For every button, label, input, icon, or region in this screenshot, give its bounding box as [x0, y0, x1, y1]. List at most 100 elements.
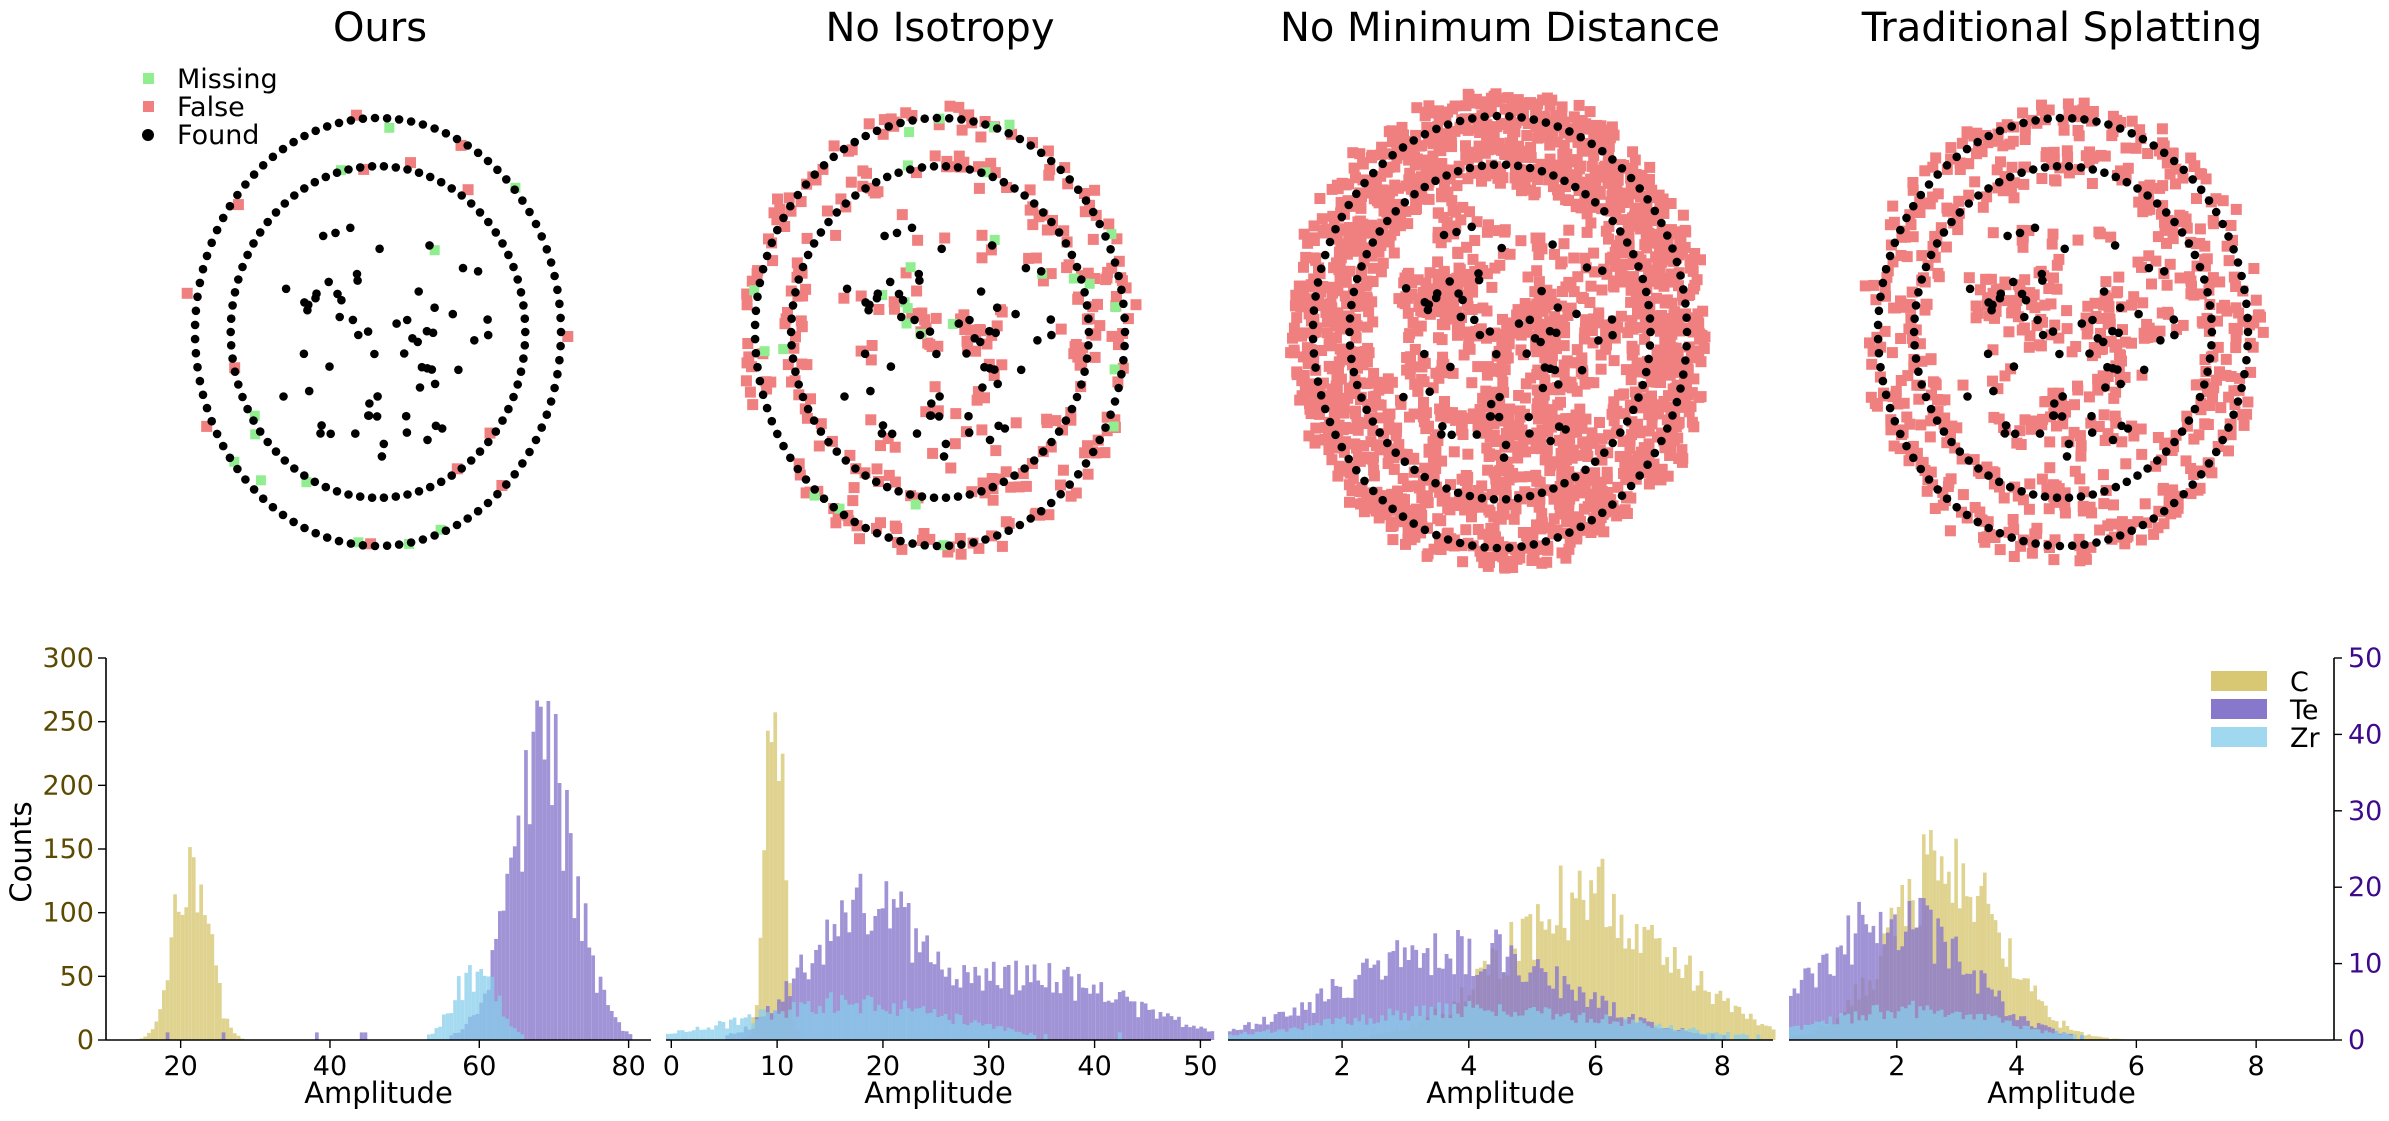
bar-te: [1025, 965, 1029, 1040]
bar-zr: [520, 1034, 524, 1040]
found-marker: [1638, 274, 1648, 284]
false-marker: [1549, 159, 1561, 171]
found-marker: [1349, 367, 1359, 377]
found-marker: [2108, 435, 2118, 445]
false-marker: [1537, 368, 1549, 380]
bar-zr: [962, 1024, 966, 1040]
false-marker: [1567, 444, 1579, 456]
false-marker: [1073, 291, 1084, 303]
bar-zr: [1003, 1030, 1007, 1040]
bar-te: [1177, 1016, 1181, 1040]
false-marker: [2062, 151, 2074, 163]
found-marker: [525, 447, 534, 457]
found-marker: [1974, 191, 1983, 200]
found-marker: [801, 180, 811, 189]
bar-te: [613, 1017, 618, 1040]
false-marker: [2008, 192, 2020, 204]
found-marker: [1554, 380, 1563, 389]
found-marker: [379, 162, 389, 171]
false-marker: [2207, 272, 2219, 284]
found-marker: [1955, 208, 1965, 217]
found-marker: [861, 131, 870, 141]
found-marker: [317, 421, 326, 430]
found-marker: [2159, 148, 2169, 158]
false-marker: [1401, 481, 1413, 493]
found-marker: [2138, 520, 2148, 530]
found-marker: [2207, 327, 2217, 337]
bar-te: [1047, 963, 1052, 1040]
found-marker: [1456, 312, 1466, 322]
false-marker: [1911, 447, 1923, 459]
found-marker: [2233, 258, 2243, 267]
bar-c: [1520, 918, 1525, 1040]
bar-zr: [917, 1008, 922, 1040]
bar-te: [1010, 994, 1015, 1040]
false-marker: [1561, 355, 1573, 367]
false-marker: [1316, 213, 1328, 225]
false-marker: [1623, 259, 1634, 270]
found-marker: [2207, 341, 2216, 350]
found-marker: [392, 319, 401, 328]
false-marker: [1542, 404, 1554, 416]
found-marker: [2143, 191, 2152, 200]
found-marker: [2195, 392, 2205, 402]
false-marker: [1094, 320, 1106, 332]
left-y-tick-label: 150: [42, 834, 94, 865]
false-marker: [1383, 416, 1395, 428]
false-marker: [1343, 178, 1355, 190]
found-marker: [788, 354, 798, 363]
false-marker: [1402, 533, 1414, 545]
bar-c: [1627, 938, 1631, 1040]
false-marker: [1117, 362, 1129, 374]
false-marker: [2233, 307, 2245, 319]
bar-zr: [906, 1008, 911, 1040]
found-marker: [498, 239, 507, 248]
found-marker: [268, 502, 278, 512]
bar-zr: [1017, 1031, 1022, 1040]
false-marker: [1351, 417, 1363, 428]
found-marker: [884, 122, 893, 131]
false-marker: [1662, 470, 1674, 482]
found-marker: [402, 315, 412, 325]
bar-zr: [732, 1017, 737, 1040]
found-marker: [2017, 487, 2026, 496]
found-marker: [1984, 471, 1993, 480]
false-marker: [1434, 533, 1446, 545]
found-marker: [391, 163, 401, 172]
false-marker: [1321, 312, 1333, 324]
found-marker: [2030, 223, 2040, 233]
false-marker: [1554, 508, 1566, 520]
false-marker: [1503, 412, 1515, 424]
bar-zr: [1555, 1013, 1559, 1040]
found-marker: [920, 541, 929, 550]
false-marker: [1535, 119, 1547, 131]
false-marker: [1402, 218, 1414, 230]
false-marker: [1298, 297, 1310, 309]
bar-zr: [888, 1013, 892, 1040]
found-marker: [553, 369, 562, 379]
false-marker: [1561, 443, 1573, 455]
bar-c: [1688, 955, 1692, 1040]
false-marker: [1437, 128, 1449, 140]
bar-zr: [1228, 1034, 1232, 1040]
false-marker: [786, 376, 797, 388]
bar-c: [1672, 947, 1677, 1040]
missing-marker: [301, 477, 312, 488]
false-marker: [2120, 142, 2132, 154]
false-marker: [1606, 121, 1618, 133]
false-marker: [1460, 140, 1471, 152]
false-marker: [996, 540, 1008, 552]
found-marker: [1485, 327, 1495, 336]
found-marker: [1537, 166, 1547, 176]
false-marker: [1497, 434, 1508, 446]
found-marker: [510, 470, 519, 479]
false-marker: [1305, 301, 1317, 313]
found-marker: [1679, 285, 1688, 294]
found-marker: [193, 362, 202, 372]
false-marker: [2001, 295, 2013, 307]
bar-c: [1608, 926, 1612, 1040]
false-marker: [920, 406, 932, 418]
bar-te: [1300, 1002, 1304, 1040]
bar-c: [1722, 1000, 1727, 1040]
found-marker: [513, 275, 522, 284]
